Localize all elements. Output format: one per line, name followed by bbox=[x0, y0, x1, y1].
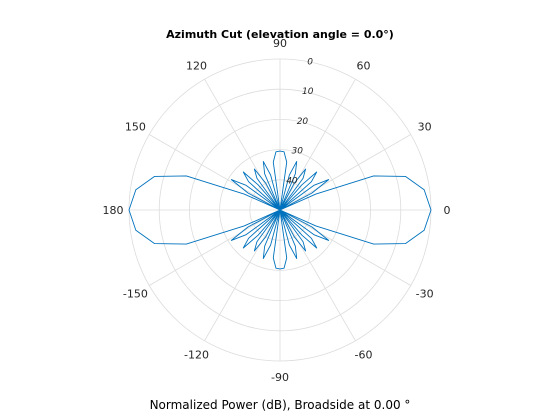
angle-tick-label: -60 bbox=[355, 349, 373, 362]
grid-spoke bbox=[279, 79, 356, 211]
pattern-series bbox=[128, 150, 432, 270]
angle-tick-label: 90 bbox=[273, 37, 287, 50]
radial-tick-label: 20 bbox=[297, 117, 309, 127]
angle-tick-label: -30 bbox=[416, 288, 434, 301]
grid-spoke bbox=[204, 209, 281, 341]
angle-tick-label: 120 bbox=[186, 59, 207, 72]
grid-spoke bbox=[279, 209, 356, 341]
angle-tick-label: 180 bbox=[103, 204, 124, 217]
radial-tick-labels: 0 10 20 30 40 bbox=[286, 57, 314, 186]
pattern-line bbox=[128, 150, 432, 270]
radial-tick-label: 30 bbox=[292, 147, 304, 157]
grid-spoke bbox=[204, 79, 281, 211]
grid-spoke bbox=[149, 134, 281, 211]
angle-tick-labels: 90 60 30 0 -30 -60 -90 -120 -150 180 150 120 bbox=[103, 37, 451, 384]
radial-tick-label: 0 bbox=[307, 57, 313, 67]
angle-tick-label: -150 bbox=[123, 288, 148, 301]
radial-tick-label: 10 bbox=[302, 87, 314, 97]
grid-spoke bbox=[279, 134, 411, 211]
grid-spoke bbox=[279, 209, 411, 286]
angle-tick-label: 60 bbox=[357, 59, 371, 72]
angle-tick-label: 30 bbox=[418, 121, 432, 134]
chart-caption: Normalized Power (dB), Broadside at 0.00… bbox=[150, 398, 411, 412]
chart-title: Azimuth Cut (elevation angle = 0.0°) bbox=[166, 28, 394, 41]
angle-tick-label: -120 bbox=[184, 349, 209, 362]
angle-tick-label: -90 bbox=[271, 371, 289, 384]
angle-tick-label: 150 bbox=[125, 121, 146, 134]
radial-tick-label: 40 bbox=[286, 176, 298, 186]
angle-tick-label: 0 bbox=[444, 204, 451, 217]
grid-spoke bbox=[149, 209, 281, 286]
